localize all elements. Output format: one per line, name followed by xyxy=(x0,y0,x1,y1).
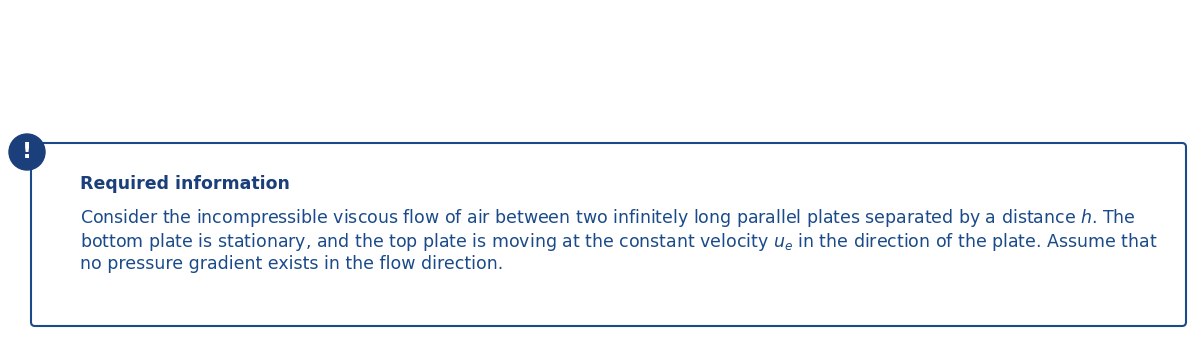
Text: no pressure gradient exists in the flow direction.: no pressure gradient exists in the flow … xyxy=(80,255,503,273)
Text: bottom plate is stationary, and the top plate is moving at the constant velocity: bottom plate is stationary, and the top … xyxy=(80,231,1157,253)
Text: Required information: Required information xyxy=(80,175,290,193)
Text: Consider the incompressible viscous flow of air between two infinitely long para: Consider the incompressible viscous flow… xyxy=(80,207,1136,229)
Text: !: ! xyxy=(22,142,32,162)
FancyBboxPatch shape xyxy=(31,143,1186,326)
Circle shape xyxy=(10,134,45,170)
